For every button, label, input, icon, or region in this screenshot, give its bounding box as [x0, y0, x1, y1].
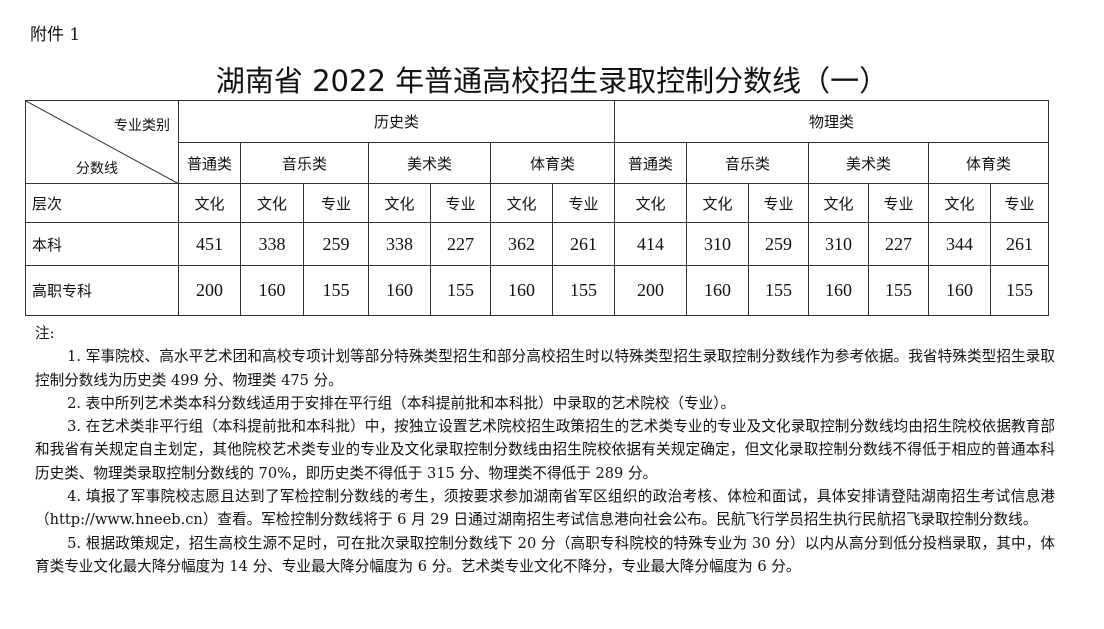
- culture-header: 文化: [614, 183, 687, 223]
- major-header: 专业: [430, 183, 491, 223]
- score-cell: 414: [614, 222, 687, 266]
- culture-header: 文化: [490, 183, 553, 223]
- score-cell: 344: [928, 222, 991, 266]
- score-cell: 160: [368, 265, 431, 316]
- score-cell: 200: [178, 265, 241, 316]
- group-header: 普通类: [614, 142, 687, 184]
- culture-header: 文化: [686, 183, 749, 223]
- major-header: 专业: [868, 183, 929, 223]
- row-level: 本科: [25, 222, 179, 266]
- score-cell: 259: [748, 222, 809, 266]
- score-cell: 451: [178, 222, 241, 266]
- culture-header: 文化: [240, 183, 304, 223]
- score-cell: 338: [240, 222, 304, 266]
- category-label: 专业类别: [114, 118, 170, 134]
- score-cell: 227: [868, 222, 929, 266]
- major-header: 专业: [990, 183, 1049, 223]
- score-cell: 310: [686, 222, 749, 266]
- score-cell: 160: [808, 265, 869, 316]
- score-cell: 200: [614, 265, 687, 316]
- notes-heading: 注:: [35, 325, 55, 342]
- score-cell: 310: [808, 222, 869, 266]
- score-cell: 155: [868, 265, 929, 316]
- note-item: 4. 填报了军事院校志愿且达到了军检控制分数线的考生，须按要求参加湖南省军区组织…: [35, 488, 1055, 529]
- score-cell: 155: [303, 265, 369, 316]
- culture-header: 文化: [928, 183, 991, 223]
- physics-header: 物理类: [614, 100, 1049, 143]
- note-item: 3. 在艺术类非平行组（本科提前批和本科批）中，按独立设置艺术院校招生政策招生的…: [35, 418, 1055, 482]
- notes-section: 注: 1. 军事院校、高水平艺术团和高校专项计划等部分特殊类型招生和部分高校招生…: [35, 322, 1055, 578]
- score-table: 专业类别 分数线 历史类 物理类 普通类 音乐类 美术类 体育类 普通类 音乐类…: [25, 100, 1049, 316]
- culture-header: 文化: [178, 183, 241, 223]
- score-cell: 160: [490, 265, 553, 316]
- culture-header: 文化: [368, 183, 431, 223]
- score-cell: 227: [430, 222, 491, 266]
- attachment-label: 附件 1: [30, 25, 81, 45]
- score-cell: 155: [990, 265, 1049, 316]
- score-cell: 160: [928, 265, 991, 316]
- score-cell: 362: [490, 222, 553, 266]
- score-cell: 338: [368, 222, 431, 266]
- group-header: 音乐类: [686, 142, 809, 184]
- group-header: 体育类: [928, 142, 1049, 184]
- culture-header: 文化: [808, 183, 869, 223]
- score-cell: 155: [748, 265, 809, 316]
- major-header: 专业: [303, 183, 369, 223]
- group-header: 美术类: [808, 142, 929, 184]
- group-header: 体育类: [490, 142, 615, 184]
- score-label: 分数线: [76, 161, 118, 177]
- score-cell: 160: [686, 265, 749, 316]
- score-cell: 160: [240, 265, 304, 316]
- note-item: 1. 军事院校、高水平艺术团和高校专项计划等部分特殊类型招生和部分高校招生时以特…: [35, 348, 1055, 389]
- score-cell: 261: [990, 222, 1049, 266]
- score-cell: 155: [430, 265, 491, 316]
- level-label: 层次: [25, 183, 179, 223]
- document-title: 湖南省 2022 年普通高校招生录取控制分数线（一）: [215, 64, 889, 98]
- score-cell: 155: [552, 265, 615, 316]
- note-item: 5. 根据政策规定，招生高校生源不足时，可在批次录取控制分数线下 20 分（高职…: [35, 534, 1055, 575]
- note-item: 2. 表中所列艺术类本科分数线适用于安排在平行组（本科提前批和本科批）中录取的艺…: [67, 394, 736, 412]
- diagonal-header-cell: 专业类别 分数线: [25, 100, 179, 184]
- group-header: 普通类: [178, 142, 241, 184]
- row-level: 高职专科: [25, 265, 179, 316]
- history-header: 历史类: [178, 100, 615, 143]
- score-cell: 259: [303, 222, 369, 266]
- major-header: 专业: [748, 183, 809, 223]
- group-header: 美术类: [368, 142, 491, 184]
- group-header: 音乐类: [240, 142, 369, 184]
- major-header: 专业: [552, 183, 615, 223]
- score-cell: 261: [552, 222, 615, 266]
- diagonal-line: [26, 101, 179, 184]
